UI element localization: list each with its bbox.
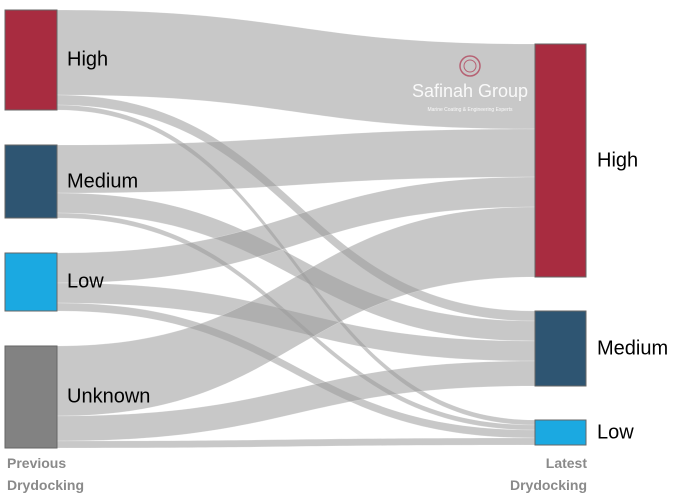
node-label: Medium (597, 337, 669, 359)
node-label: High (597, 149, 639, 171)
target-node (534, 419, 587, 446)
node-label: Low (67, 270, 104, 293)
target-node (534, 310, 587, 387)
watermark: Safinah Group Marine Coating & Engineeri… (412, 55, 528, 113)
source-title: Previous Drydocking (7, 455, 85, 493)
source-node (4, 9, 58, 111)
target-node (534, 43, 587, 278)
source-node (4, 345, 58, 449)
watermark-name: Safinah Group (412, 81, 528, 101)
source-node (4, 144, 58, 219)
source-node (4, 252, 58, 312)
link (56, 437, 536, 449)
node-label: Medium (67, 170, 139, 192)
node-label: Unknown (67, 385, 151, 408)
node-label: Low (597, 421, 634, 443)
node-label: High (67, 48, 109, 71)
watermark-tagline: Marine Coating & Engineering Experts (427, 107, 513, 113)
target-title: Latest Drydocking (509, 455, 587, 493)
